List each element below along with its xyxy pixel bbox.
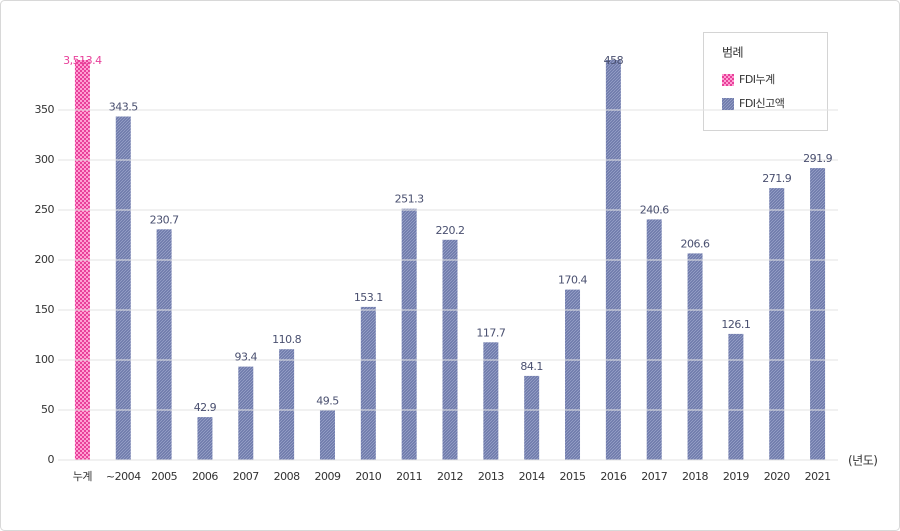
x-tick-label: 2017	[641, 470, 667, 483]
x-axis-label: (년도)	[848, 454, 877, 468]
x-tick-label: 2012	[437, 470, 463, 483]
bar	[319, 410, 335, 460]
y-tick-label: 100	[35, 353, 55, 366]
x-tick-label: 2009	[314, 470, 340, 483]
x-tick-label: 2016	[600, 470, 626, 483]
x-tick-label: 2006	[192, 470, 218, 483]
data-label: 271.9	[762, 172, 791, 185]
bar	[769, 188, 785, 460]
data-label: 170.4	[558, 274, 587, 287]
bar	[605, 60, 621, 460]
data-label: 291.9	[803, 152, 832, 165]
bar	[279, 349, 295, 460]
y-tick-label: 250	[35, 203, 55, 216]
data-label: 343.5	[109, 101, 138, 114]
legend-swatch	[722, 74, 734, 86]
y-tick-label: 150	[35, 303, 55, 316]
data-label: 230.7	[150, 213, 179, 226]
data-label: 206.6	[681, 237, 710, 250]
x-tick-label: 2021	[805, 470, 831, 483]
data-label: 240.6	[640, 203, 669, 216]
data-label: 110.8	[272, 333, 301, 346]
x-tick-label: 2018	[682, 470, 708, 483]
data-label: 42.9	[194, 401, 217, 414]
bar	[197, 417, 213, 460]
legend-label: FDI누계	[739, 73, 775, 86]
x-tick-label: ~2004	[106, 470, 141, 483]
data-label: 153.1	[354, 291, 383, 304]
y-tick-label: 300	[35, 153, 55, 166]
x-tick-label: 2020	[764, 470, 790, 483]
data-label: 93.4	[235, 351, 258, 364]
x-tick-label: 2011	[396, 470, 422, 483]
x-tick-label: 2014	[519, 470, 545, 483]
legend-swatch	[722, 98, 734, 110]
y-tick-label: 0	[48, 453, 55, 466]
bar	[687, 253, 703, 460]
data-label: 117.7	[476, 326, 505, 339]
data-label: 84.1	[520, 360, 543, 373]
data-label: 458	[604, 54, 624, 67]
bar	[728, 333, 744, 460]
bar	[74, 60, 90, 460]
bar	[401, 208, 417, 460]
bar	[238, 366, 254, 460]
x-tick-label: 2019	[723, 470, 749, 483]
y-tick-label: 350	[35, 103, 55, 116]
bar	[483, 342, 499, 460]
x-tick-label: 2010	[355, 470, 381, 483]
data-label: 220.2	[436, 224, 465, 237]
legend-title: 범례	[722, 46, 743, 60]
bar	[115, 116, 131, 460]
x-tick-label: 2013	[478, 470, 504, 483]
bar	[565, 289, 581, 460]
bar	[360, 306, 376, 460]
legend-label: FDI신고액	[739, 97, 784, 110]
bar	[156, 229, 172, 460]
x-tick-label: 2008	[274, 470, 300, 483]
y-tick-label: 50	[41, 403, 54, 416]
x-tick-label: 누계	[73, 470, 92, 483]
x-tick-label: 2007	[233, 470, 259, 483]
bar	[442, 239, 458, 460]
data-label: 49.5	[316, 395, 339, 408]
bar	[646, 219, 662, 460]
x-tick-label: 2005	[151, 470, 177, 483]
data-label: 126.1	[721, 318, 750, 331]
data-label: 251.3	[395, 193, 424, 206]
bar	[524, 375, 540, 460]
data-label: 3,513.4	[63, 54, 102, 67]
bar	[810, 168, 826, 460]
y-tick-label: 200	[35, 253, 55, 266]
x-tick-label: 2015	[560, 470, 586, 483]
